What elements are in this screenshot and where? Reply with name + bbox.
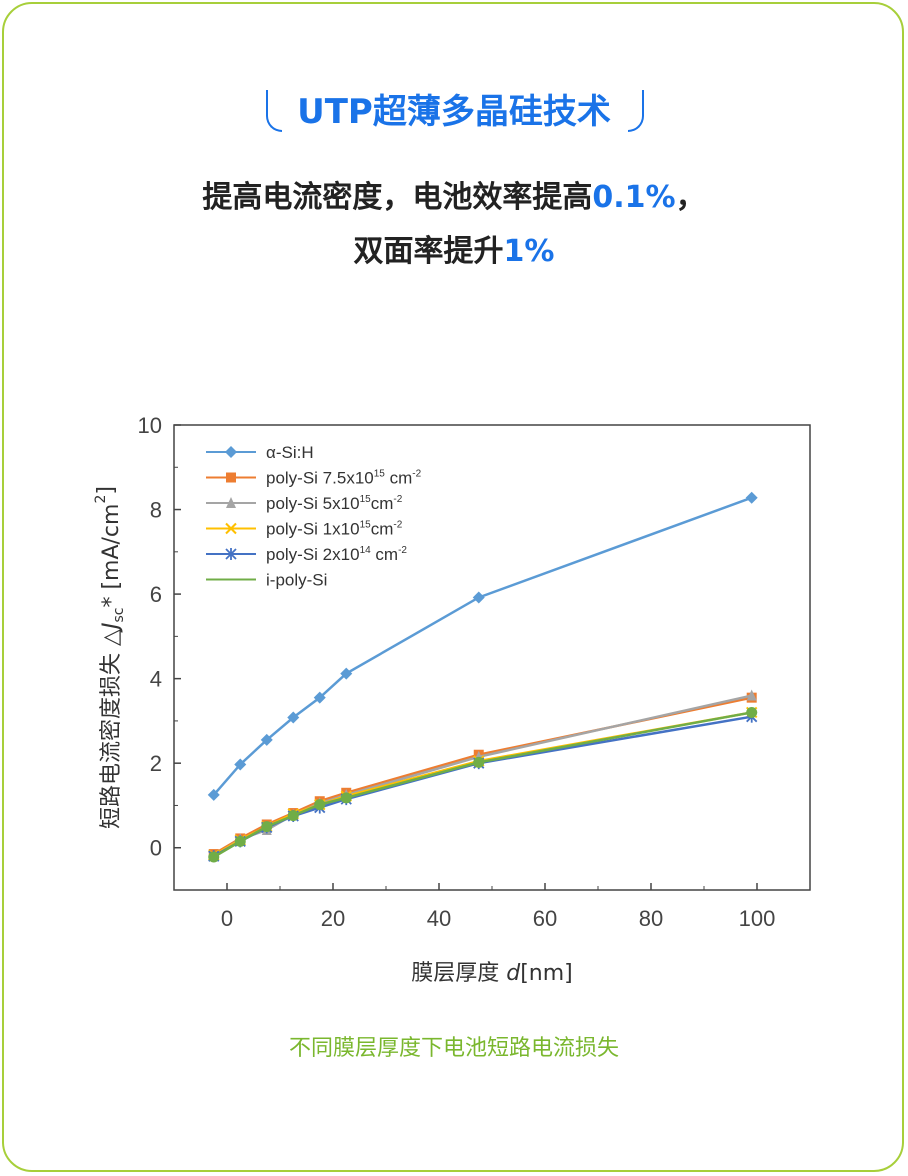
chart-caption: 不同膜层厚度下电池短路电流损失	[288, 1036, 619, 1061]
x-tick-label: 0	[221, 906, 233, 931]
diamond-marker	[472, 591, 485, 604]
circle-marker	[473, 756, 485, 768]
legend-label: α-Si:H	[266, 443, 314, 462]
diamond-marker	[287, 711, 300, 724]
triangle-marker	[226, 497, 236, 508]
y-tick-label: 4	[150, 667, 162, 692]
x-tick-label: 20	[321, 906, 345, 931]
series-5	[208, 706, 758, 863]
y-axis-label: 短路电流密度损失 △Jsc* [mA/cm2]	[93, 486, 127, 829]
subtitle-line-1-tail: ，	[675, 180, 706, 215]
x-axis-label: 膜层厚度 d[nm]	[411, 961, 573, 986]
series-4	[208, 710, 758, 863]
legend-label: poly-Si 1x1015cm-2	[266, 520, 403, 539]
circle-marker	[314, 799, 326, 811]
page-title: UTP超薄多晶硅技术	[297, 92, 611, 132]
circle-marker	[287, 810, 299, 822]
legend-label: i-poly-Si	[266, 571, 327, 590]
circle-marker	[208, 851, 220, 863]
x-tick-label: 40	[427, 906, 451, 931]
legend-label: poly-Si 7.5x1015 cm-2	[266, 469, 422, 488]
diamond-marker	[207, 788, 220, 801]
legend-label: poly-Si 5x1015cm-2	[266, 494, 403, 513]
y-tick-label: 10	[138, 413, 162, 438]
subtitle-line-1: 提高电流密度，电池效率提高0.1%，	[0, 172, 908, 216]
diamond-marker	[340, 667, 353, 680]
triangle-marker	[746, 689, 757, 701]
bifaciality-highlight: 1%	[503, 234, 555, 269]
diamond-marker	[225, 446, 237, 458]
circle-marker	[234, 835, 246, 847]
diamond-marker	[313, 691, 326, 704]
x-tick-label: 80	[639, 906, 663, 931]
diamond-marker	[234, 758, 247, 771]
series-line	[213, 715, 752, 858]
circle-marker	[261, 821, 273, 833]
series-line	[212, 496, 753, 796]
legend-label: poly-Si 2x1014 cm-2	[266, 545, 407, 564]
subtitle-line-2-text: 双面率提升	[353, 234, 504, 269]
x-tick-label: 60	[533, 906, 557, 931]
series-line	[213, 711, 752, 859]
y-tick-label: 6	[150, 582, 162, 607]
y-tick-label: 2	[150, 751, 162, 776]
series-0	[207, 491, 758, 801]
square-marker	[226, 472, 236, 483]
diamond-marker	[260, 733, 273, 746]
y-tick-label: 8	[150, 498, 162, 523]
circle-marker	[746, 706, 758, 718]
subtitle-line-1-text: 提高电流密度，电池效率提高	[202, 180, 593, 215]
x-tick-label: 100	[739, 906, 776, 931]
diamond-marker	[745, 491, 758, 504]
efficiency-highlight: 0.1%	[592, 180, 676, 215]
circle-marker	[340, 792, 352, 804]
subtitle-line-2: 双面率提升1%	[0, 226, 908, 270]
y-tick-label: 0	[150, 836, 162, 861]
series-line	[213, 711, 752, 857]
title-banner: UTP超薄多晶硅技术	[0, 84, 908, 138]
x-marker	[225, 522, 237, 535]
